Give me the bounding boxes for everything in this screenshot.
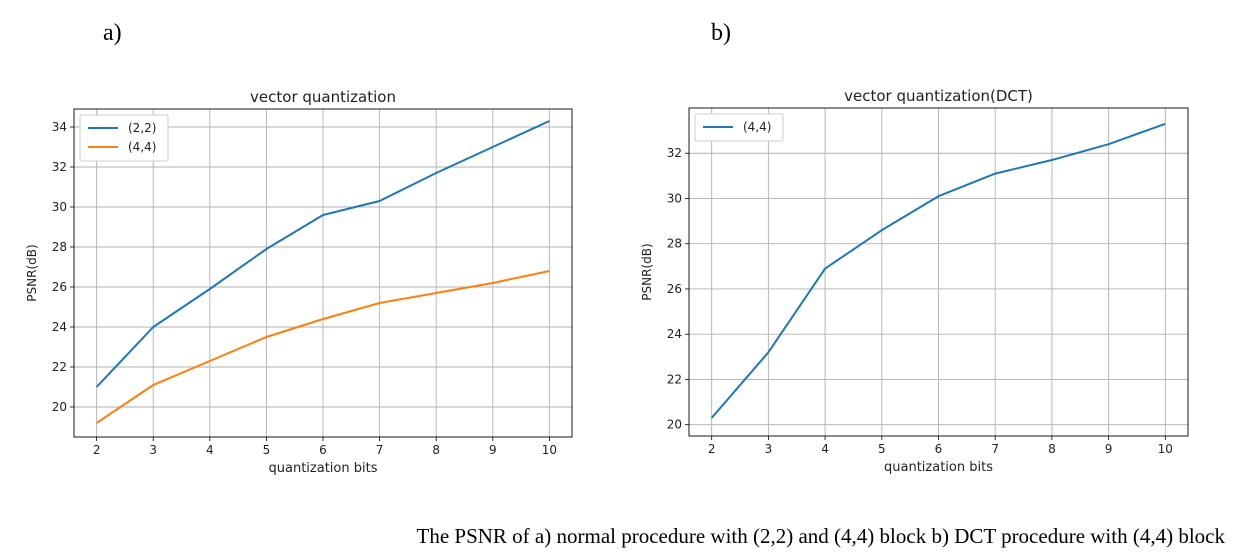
y-tick-label: 32 xyxy=(667,146,682,160)
legend-label-0: (4,4) xyxy=(743,120,771,134)
x-tick-label: 5 xyxy=(878,442,886,456)
y-tick-label: 30 xyxy=(52,200,67,214)
x-tick-label: 7 xyxy=(991,442,999,456)
y-tick-label: 22 xyxy=(667,372,682,386)
x-tick-label: 7 xyxy=(376,443,384,457)
x-tick-label: 9 xyxy=(489,443,497,457)
y-axis-label: PSNR(dB) xyxy=(25,244,39,301)
legend-label-0: (2,2) xyxy=(128,121,156,135)
x-tick-label: 3 xyxy=(149,443,157,457)
panel-label-a: a) xyxy=(103,20,122,46)
legend-box xyxy=(79,114,169,162)
x-tick-label: 2 xyxy=(93,443,101,457)
figure-caption: The PSNR of a) normal procedure with (2,… xyxy=(416,524,1226,548)
x-axis-label: quantization bits xyxy=(269,461,378,476)
y-tick-label: 26 xyxy=(52,280,67,294)
legend-label-1: (4,4) xyxy=(128,140,156,154)
series-line-0 xyxy=(710,122,1166,419)
x-tick-label: 6 xyxy=(319,443,327,457)
y-tick-label: 22 xyxy=(52,360,67,374)
x-tick-label: 6 xyxy=(935,442,943,456)
chart-b: 2 3 4 5 6 7 8 9 10 20 22 24 26 28 30 32 vector quantizat… xyxy=(640,87,1189,475)
x-tick-label: 4 xyxy=(206,443,214,457)
series-line-1 xyxy=(96,270,550,424)
y-tick-label: 24 xyxy=(52,320,67,334)
y-tick-label: 26 xyxy=(667,282,682,296)
series-line-0 xyxy=(95,120,550,388)
x-tick-label: 2 xyxy=(708,442,716,456)
x-axis-label: quantization bits xyxy=(884,460,993,475)
y-tick-label: 28 xyxy=(667,237,682,251)
y-tick-label: 34 xyxy=(52,120,67,134)
y-tick-label: 28 xyxy=(52,240,67,254)
x-tick-label: 10 xyxy=(1158,442,1173,456)
y-tick-label: 30 xyxy=(667,191,682,205)
x-tick-label: 8 xyxy=(1048,442,1056,456)
chart-title: vector quantization xyxy=(250,88,396,106)
y-tick-label: 24 xyxy=(667,327,682,341)
x-tick-label: 4 xyxy=(821,442,829,456)
y-tick-label: 20 xyxy=(52,400,67,414)
x-tick-label: 9 xyxy=(1105,442,1113,456)
x-tick-label: 3 xyxy=(765,442,773,456)
y-tick-label: 20 xyxy=(667,418,682,432)
y-tick-label: 32 xyxy=(52,160,67,174)
panel-label-b: b) xyxy=(711,20,731,46)
x-tick-label: 8 xyxy=(432,443,440,457)
x-tick-label: 5 xyxy=(263,443,271,457)
y-axis-label: PSNR(dB) xyxy=(640,243,654,300)
legend-box xyxy=(694,113,784,142)
chart-title: vector quantization(DCT) xyxy=(844,87,1033,105)
x-tick-label: 10 xyxy=(542,443,557,457)
